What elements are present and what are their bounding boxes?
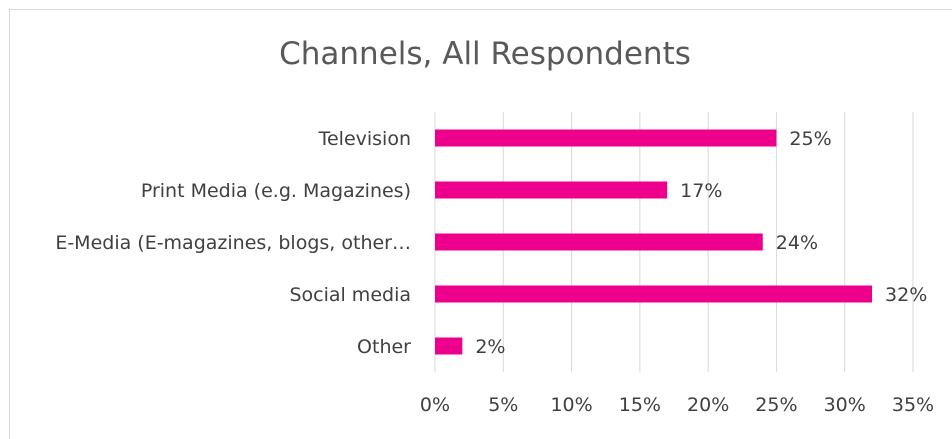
bar [435, 233, 763, 251]
data-label: 2% [475, 336, 505, 358]
x-tick-label: 0% [420, 394, 450, 416]
x-tick-label: 10% [550, 394, 592, 416]
chart-frame [9, 9, 952, 439]
bar [435, 285, 873, 303]
data-label: 32% [885, 284, 927, 306]
data-labels: 25% 17% 24% 32% 2% [475, 128, 927, 358]
category-label: Print Media (e.g. Magazines) [141, 180, 411, 202]
x-tick-label: 15% [619, 394, 661, 416]
data-label: 17% [680, 180, 722, 202]
bar [435, 181, 668, 199]
x-tick-label: 35% [892, 394, 934, 416]
bar [435, 129, 777, 147]
x-tick-label: 20% [687, 394, 729, 416]
bar-chart: 25% 17% 24% 32% 2% Television Print Media (e.… [55, 112, 934, 416]
chart-title: Channels, All Respondents [279, 36, 691, 72]
category-label: Other [357, 336, 411, 358]
data-label: 24% [776, 232, 818, 254]
bar [435, 337, 463, 355]
x-tick-label: 30% [824, 394, 866, 416]
category-label: Television [318, 128, 411, 150]
x-tick-label: 25% [755, 394, 797, 416]
category-label: Social media [289, 284, 411, 306]
category-labels: Television Print Media (e.g. Magazines) E-… [55, 128, 411, 358]
x-tick-label: 5% [488, 394, 518, 416]
x-axis-ticks: 0% 5% 10% 15% 20% 25% 30% 35% [420, 394, 934, 416]
data-label: 25% [789, 128, 831, 150]
bars [435, 129, 873, 355]
category-label: E-Media (E-magazines, blogs, other… [55, 232, 411, 254]
